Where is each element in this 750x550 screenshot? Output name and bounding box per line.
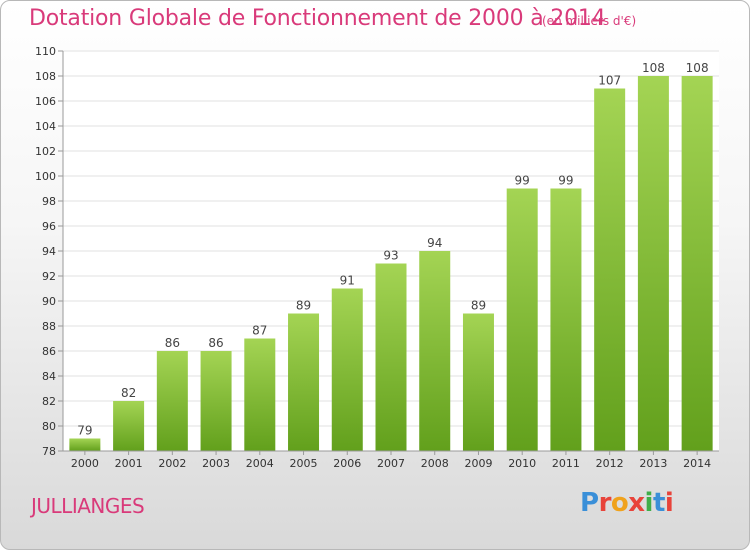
x-tick-label-2014: 2014	[683, 457, 711, 470]
x-tick-label-2001: 2001	[115, 457, 143, 470]
bar-2008	[419, 251, 451, 451]
logo-letter: i	[664, 488, 674, 518]
data-label-2007: 93	[383, 249, 398, 263]
x-tick-label-2007: 2007	[377, 457, 405, 470]
y-tick-label: 98	[42, 195, 56, 208]
data-label-2013: 108	[642, 61, 665, 75]
x-axis-ticks: 2000 2001 2002 2003 2004 2005 2006 2007 2008 2009…	[63, 450, 719, 470]
bar-2009	[462, 313, 494, 451]
bar-2007	[375, 263, 407, 451]
proxiti-logo: Proxiti	[580, 488, 674, 518]
bar-2012	[594, 88, 626, 451]
y-tick-label: 100	[35, 170, 56, 183]
y-tick-label: 80	[42, 420, 56, 433]
data-label-2011: 99	[558, 174, 573, 188]
logo-letter: P	[580, 488, 599, 518]
x-tick-label-2011: 2011	[552, 457, 580, 470]
data-label-2012: 107	[598, 74, 621, 88]
x-tick-label-2010: 2010	[508, 457, 536, 470]
logo-letter: i	[644, 488, 654, 518]
bar-2000	[69, 438, 101, 451]
data-label-2008: 94	[427, 236, 442, 250]
data-label-2001: 82	[121, 386, 136, 400]
y-tick-label: 86	[42, 345, 56, 358]
x-tick-label-2005: 2005	[290, 457, 318, 470]
y-tick-label: 108	[35, 70, 56, 83]
data-label-2002: 86	[165, 336, 180, 350]
bar-2011	[550, 188, 582, 451]
bar-2004	[244, 338, 276, 451]
y-tick-label: 110	[35, 45, 56, 58]
bar-2003	[200, 351, 232, 451]
bars	[69, 76, 713, 451]
y-tick-label: 106	[35, 95, 56, 108]
data-label-2009: 89	[471, 299, 486, 313]
bar-2001	[113, 401, 145, 451]
y-tick-label: 102	[35, 145, 56, 158]
bar-2013	[637, 76, 669, 451]
data-label-2010: 99	[515, 174, 530, 188]
y-tick-label: 90	[42, 295, 56, 308]
chart-subtitle: (en milliers d'€)	[542, 14, 637, 28]
bar-2005	[288, 313, 320, 451]
logo-letter: x	[628, 488, 645, 518]
chart-title: Dotation Globale de Fonctionnement de 20…	[29, 6, 606, 31]
y-axis-ticks: 78 80 82 84 86 88 90 92 94 96 98 100 102 104 106 108 110	[35, 45, 64, 458]
data-label-2004: 87	[252, 324, 267, 338]
y-tick-label: 88	[42, 320, 56, 333]
x-tick-label-2002: 2002	[158, 457, 186, 470]
logo-letter: o	[610, 488, 629, 518]
bar-2010	[506, 188, 538, 451]
town-name: JULLIANGES	[31, 494, 145, 518]
bar-2006	[331, 288, 363, 451]
bar-2002	[156, 351, 188, 451]
y-tick-label: 92	[42, 270, 56, 283]
x-tick-label-2013: 2013	[639, 457, 667, 470]
y-tick-label: 78	[42, 445, 56, 458]
data-label-2006: 91	[340, 274, 355, 288]
y-tick-label: 96	[42, 220, 56, 233]
x-tick-label-2009: 2009	[464, 457, 492, 470]
x-tick-label-2000: 2000	[71, 457, 99, 470]
logo-letter: r	[598, 488, 612, 518]
data-labels: 79 82 86 86 87 89 91 93 94 89 99 99 107 108 108	[77, 61, 708, 438]
data-label-2003: 86	[208, 336, 223, 350]
y-tick-label: 82	[42, 395, 56, 408]
data-label-2000: 79	[77, 424, 92, 438]
y-tick-label: 104	[35, 120, 56, 133]
bar-2014	[681, 76, 713, 451]
data-label-2005: 89	[296, 299, 311, 313]
x-tick-label-2006: 2006	[333, 457, 361, 470]
logo-letter: t	[652, 488, 665, 518]
y-tick-label: 84	[42, 370, 56, 383]
x-tick-label-2008: 2008	[421, 457, 449, 470]
data-label-2014: 108	[686, 61, 709, 75]
x-tick-label-2012: 2012	[596, 457, 624, 470]
x-tick-label-2003: 2003	[202, 457, 230, 470]
x-tick-label-2004: 2004	[246, 457, 274, 470]
y-tick-label: 94	[42, 245, 56, 258]
